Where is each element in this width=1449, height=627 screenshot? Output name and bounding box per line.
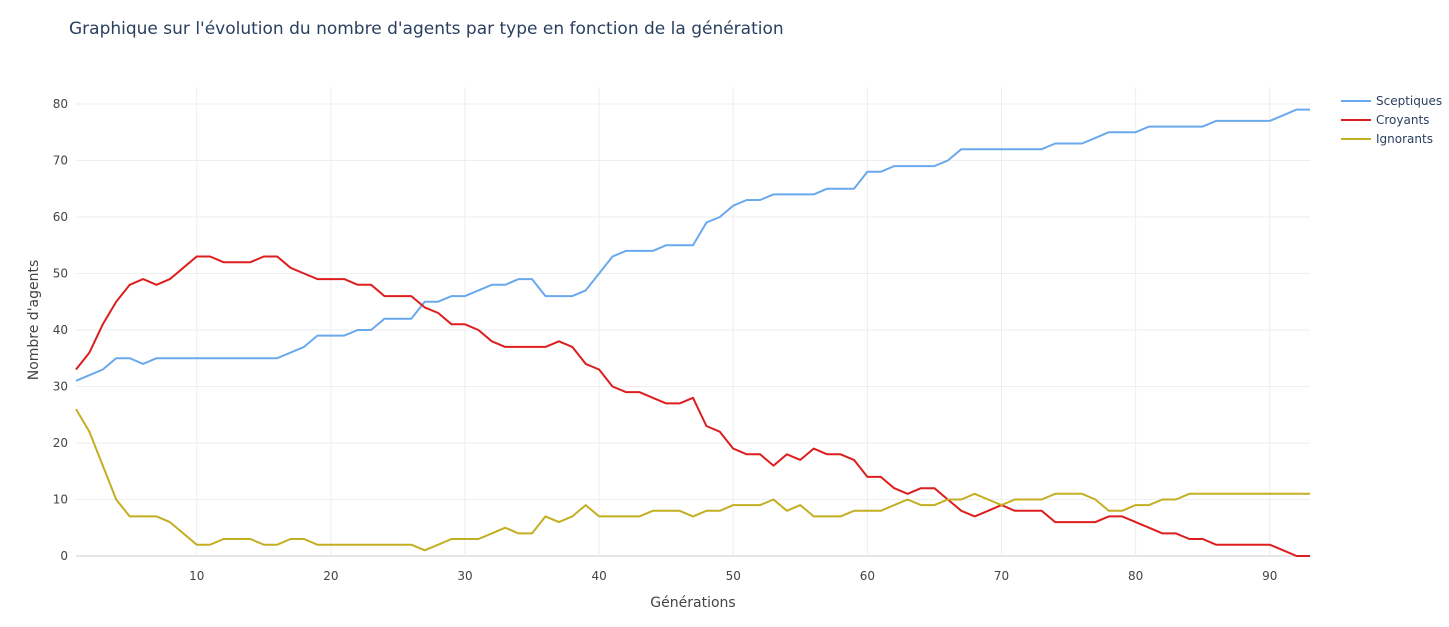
x-tick-label: 40 — [591, 569, 606, 583]
y-tick-label: 30 — [53, 379, 68, 393]
legend-label: Sceptiques — [1376, 94, 1442, 108]
legend-label: Croyants — [1376, 113, 1429, 127]
x-axis-title: Générations — [650, 595, 735, 611]
x-tick-label: 20 — [323, 569, 338, 583]
y-axis-ticks: 0 10 20 30 40 50 60 70 80 — [53, 97, 68, 563]
y-tick-label: 50 — [53, 266, 68, 280]
series-line-croyants — [75, 255, 1310, 557]
y-tick-label: 70 — [53, 153, 68, 167]
x-tick-label: 10 — [189, 569, 204, 583]
y-tick-label: 10 — [53, 492, 68, 506]
y-tick-label: 60 — [53, 210, 68, 224]
legend-item-ignorants[interactable]: Ignorants — [1341, 132, 1433, 146]
x-tick-label: 50 — [726, 569, 741, 583]
x-tick-label: 30 — [457, 569, 472, 583]
legend-label: Ignorants — [1376, 132, 1433, 146]
series-line-ignorants — [75, 408, 1310, 552]
y-tick-label: 80 — [53, 97, 68, 111]
x-tick-label: 90 — [1262, 569, 1277, 583]
series-line-sceptiques — [75, 108, 1310, 382]
chart-title: Graphique sur l'évolution du nombre d'ag… — [69, 19, 784, 39]
y-tick-label: 0 — [60, 549, 68, 563]
y-tick-label: 20 — [53, 436, 68, 450]
y-tick-label: 40 — [53, 323, 68, 337]
x-tick-label: 70 — [994, 569, 1009, 583]
grid-lines — [76, 87, 1310, 557]
x-tick-label: 80 — [1128, 569, 1143, 583]
legend: Sceptiques Croyants Ignorants — [1341, 94, 1442, 146]
y-axis-title: Nombre d'agents — [26, 260, 42, 381]
x-tick-label: 60 — [860, 569, 875, 583]
x-axis-ticks: 10 20 30 40 50 60 70 80 90 — [189, 569, 1277, 583]
legend-item-sceptiques[interactable]: Sceptiques — [1341, 94, 1442, 108]
series-lines — [75, 108, 1310, 557]
legend-item-croyants[interactable]: Croyants — [1341, 113, 1429, 127]
